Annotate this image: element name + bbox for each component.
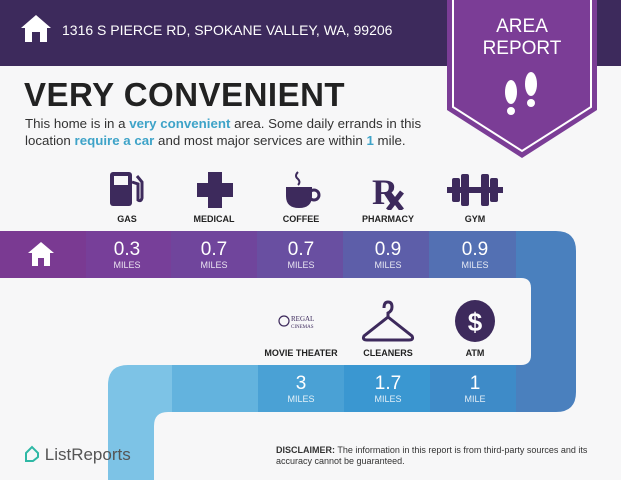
area-report-badge: AREA REPORT bbox=[447, 0, 597, 158]
home-marker-icon bbox=[28, 242, 54, 266]
label-medical: MEDICAL bbox=[193, 214, 235, 224]
label-movie-theater: MOVIE THEATER bbox=[264, 348, 338, 358]
svg-text:REGAL: REGAL bbox=[291, 315, 314, 323]
distance-gym: 0.9 MILES bbox=[461, 239, 489, 271]
svg-text:AREA: AREA bbox=[496, 16, 548, 37]
label-cleaners: CLEANERS bbox=[363, 348, 413, 358]
medical-cross-icon bbox=[197, 172, 233, 208]
dumbbell-icon bbox=[447, 174, 503, 206]
home-icon bbox=[21, 15, 51, 42]
label-pharmacy: PHARMACY bbox=[361, 214, 414, 224]
summary-text: This home is in a very convenient area. … bbox=[25, 116, 422, 148]
label-coffee: COFFEE bbox=[282, 214, 320, 224]
distance-coffee: 0.7 MILES bbox=[287, 239, 315, 271]
hanger-icon bbox=[361, 300, 415, 342]
distance-medical: 0.7 MILES bbox=[200, 239, 228, 271]
distance-pharmacy: 0.9 MILES bbox=[374, 239, 402, 271]
listreports-logo: ListReports bbox=[24, 445, 131, 465]
distance-cleaners: 1.7 MILES bbox=[374, 373, 402, 405]
svg-text:REPORT: REPORT bbox=[483, 38, 562, 59]
page-title: VERY CONVENIENT bbox=[24, 76, 346, 113]
coffee-cup-icon bbox=[286, 171, 321, 208]
distance-atm: 1 MILE bbox=[464, 373, 486, 405]
listreports-house-icon bbox=[25, 445, 39, 462]
svg-text:CINEMAS: CINEMAS bbox=[291, 325, 314, 330]
footprints-icon bbox=[505, 72, 537, 115]
regal-cinemas-logo: REGAL CINEMAS bbox=[278, 315, 314, 330]
disclaimer: DISCLAIMER: The information in this repo… bbox=[276, 445, 588, 466]
label-gym: GYM bbox=[464, 214, 486, 224]
label-gas: GAS bbox=[117, 214, 137, 224]
distance-movie-theater: 3 MILES bbox=[287, 373, 315, 405]
label-atm: ATM bbox=[465, 348, 485, 358]
distance-gas: 0.3 MILES bbox=[113, 239, 141, 271]
gas-pump-icon bbox=[110, 172, 144, 206]
svg-text:$: $ bbox=[468, 307, 483, 337]
dollar-icon: $ bbox=[455, 300, 495, 342]
address: 1316 S PIERCE RD, SPOKANE VALLEY, WA, 99… bbox=[62, 22, 393, 38]
rx-icon: R bbox=[372, 172, 404, 210]
